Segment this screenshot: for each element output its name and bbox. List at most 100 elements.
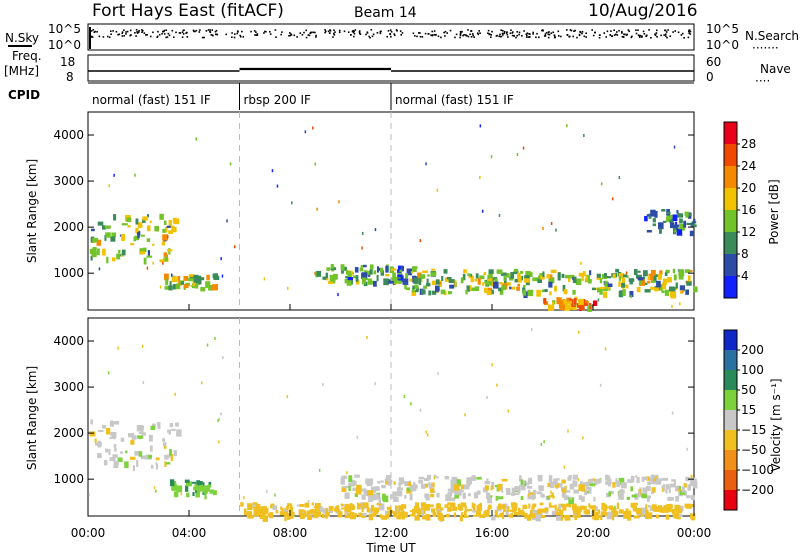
heatmap-cell <box>406 268 413 276</box>
nsky-point <box>650 37 652 39</box>
nsky-point <box>352 31 355 34</box>
nsky-point <box>211 34 214 36</box>
heatmap-cell <box>621 278 626 284</box>
heatmap-cell <box>505 282 511 286</box>
heatmap-cell <box>98 267 101 271</box>
colorbar-tick-label: 15 <box>741 403 756 417</box>
nsky-point <box>303 31 305 34</box>
heatmap-cell <box>291 201 293 205</box>
nsky-point <box>543 35 546 37</box>
nsky-point <box>553 36 556 39</box>
heatmap-cell <box>370 486 377 493</box>
heatmap-cell <box>329 274 336 282</box>
nsky-point <box>501 32 504 35</box>
heatmap-cell <box>108 449 111 456</box>
heatmap-cell <box>146 238 151 242</box>
heatmap-cell <box>259 506 263 514</box>
heatmap-cell <box>341 270 344 274</box>
nsky-point <box>674 30 676 32</box>
heatmap-cell <box>204 492 207 500</box>
nsky-point <box>437 35 440 38</box>
nsky-point <box>263 32 265 34</box>
y-tick-label: 1000 <box>53 266 84 280</box>
nsky-point <box>418 32 420 34</box>
heatmap-cell <box>521 511 525 516</box>
heatmap-cell <box>175 422 179 427</box>
nsky-point <box>195 29 198 32</box>
nsky-point <box>683 37 685 39</box>
heatmap-cell <box>472 503 476 511</box>
heatmap-cell <box>579 505 585 510</box>
heatmap-cell <box>164 254 168 262</box>
heatmap-cell <box>131 435 137 440</box>
heatmap-cell <box>469 285 472 291</box>
heatmap-cell <box>206 275 210 281</box>
heatmap-cell <box>564 304 570 311</box>
heatmap-cell <box>550 269 557 274</box>
heatmap-cell <box>359 267 364 272</box>
nsky-point <box>635 29 637 31</box>
nsky-point <box>387 30 390 32</box>
nsky-point <box>125 31 127 33</box>
heatmap-cell <box>583 300 588 306</box>
nsky-point <box>289 32 291 34</box>
heatmap-cell <box>589 306 592 310</box>
heatmap-cell <box>97 453 102 459</box>
heatmap-cell <box>476 510 482 517</box>
heatmap-cell <box>657 506 662 512</box>
heatmap-cell <box>352 275 359 279</box>
nsky-point <box>654 34 657 37</box>
heatmap-cell <box>399 269 402 273</box>
heatmap-cell <box>673 145 676 149</box>
heatmap-cell <box>531 328 533 332</box>
nsky-point <box>499 35 502 38</box>
nsky-point <box>121 31 124 33</box>
nsky-point <box>121 35 124 37</box>
colorbar-tick-label: 100 <box>741 363 764 377</box>
nsky-point <box>558 35 560 37</box>
heatmap-cell <box>646 495 650 502</box>
heatmap-cell <box>265 508 268 512</box>
nsky-point <box>185 32 187 34</box>
heatmap-cell <box>608 283 613 287</box>
heatmap-cell <box>625 284 629 289</box>
heatmap-cell <box>539 502 544 506</box>
heatmap-cell <box>665 269 670 274</box>
heatmap-cell <box>191 481 197 484</box>
heatmap-cell <box>386 506 392 510</box>
heatmap-cell <box>352 513 358 517</box>
heatmap-cell <box>499 512 503 518</box>
heatmap-cell <box>651 280 657 283</box>
nsky-point <box>444 35 446 37</box>
heatmap-cell <box>641 494 648 499</box>
nsky-point <box>469 33 471 36</box>
heatmap-cell <box>568 475 572 478</box>
heatmap-cell <box>572 514 575 518</box>
heatmap-cell <box>448 279 455 283</box>
nsky-point <box>315 36 317 38</box>
heatmap-cell <box>562 302 569 305</box>
heatmap-cell <box>626 275 629 279</box>
heatmap-cell <box>680 290 683 294</box>
heatmap-cell <box>673 274 677 281</box>
heatmap-cell <box>456 479 461 487</box>
heatmap-cell <box>402 278 409 285</box>
heatmap-cell <box>548 274 553 281</box>
heatmap-cell <box>289 504 293 509</box>
y-tick-label: 3000 <box>53 380 84 394</box>
heatmap-cell <box>550 222 553 225</box>
nsky-point <box>548 33 551 36</box>
heatmap-cell <box>683 483 687 488</box>
nsky-point <box>117 33 119 36</box>
nsky-point <box>570 29 573 32</box>
nsky-point <box>182 33 185 35</box>
heatmap-cell <box>524 276 530 283</box>
nsky-point <box>161 32 163 35</box>
heatmap-cell <box>386 475 391 481</box>
nsky-point <box>239 34 241 37</box>
heatmap-cell <box>675 282 678 289</box>
heatmap-cell <box>639 279 645 286</box>
nsky-point <box>498 35 500 38</box>
heatmap-cell <box>564 514 571 521</box>
heatmap-cell <box>677 213 684 218</box>
